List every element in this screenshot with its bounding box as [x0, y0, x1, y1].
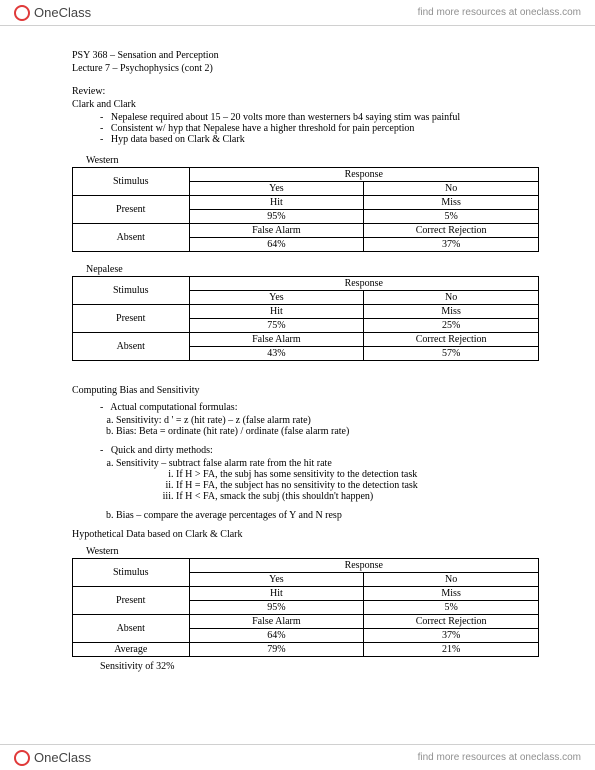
- quick-bias: Bias – compare the average percentages o…: [72, 510, 539, 521]
- cell-stim: Present: [73, 196, 190, 224]
- cell: 37%: [364, 238, 539, 252]
- cell: Correct Rejection: [364, 333, 539, 347]
- brand-logo: OneClass: [14, 5, 91, 21]
- cell: False Alarm: [189, 333, 364, 347]
- cell-stim: Absent: [73, 333, 190, 361]
- cell-stim: Average: [73, 643, 190, 657]
- review-bullets: Nepalese required about 15 – 20 volts mo…: [72, 112, 539, 145]
- th-response: Response: [189, 277, 539, 291]
- computing-heading: Computing Bias and Sensitivity: [72, 385, 539, 396]
- cell: Hit: [189, 587, 364, 601]
- table-label-western2: Western: [86, 546, 539, 557]
- cell-stim: Absent: [73, 224, 190, 252]
- cell-stim: Present: [73, 587, 190, 615]
- lecture-title: Lecture 7 – Psychophysics (cont 2): [72, 63, 539, 74]
- list-item: If H > FA, the subj has some sensitivity…: [176, 469, 539, 480]
- th-stimulus: Stimulus: [73, 277, 190, 305]
- brand-name: OneClass: [34, 5, 91, 20]
- cell: Correct Rejection: [364, 224, 539, 238]
- list-item: Sensitivity – subtract false alarm rate …: [116, 458, 539, 502]
- list-item: Sensitivity: d ' = z (hit rate) – z (fal…: [116, 415, 539, 426]
- brand-name-footer: OneClass: [34, 750, 91, 765]
- cell: 79%: [189, 643, 364, 657]
- footer-tagline: find more resources at oneclass.com: [418, 752, 581, 763]
- list-item: Actual computational formulas:: [100, 402, 539, 413]
- course-title: PSY 368 – Sensation and Perception: [72, 50, 539, 61]
- cell: Hit: [189, 305, 364, 319]
- th-stimulus: Stimulus: [73, 559, 190, 587]
- review-heading: Review:: [72, 86, 539, 97]
- cell: Miss: [364, 587, 539, 601]
- cell: 75%: [189, 319, 364, 333]
- list-item: Bias – compare the average percentages o…: [116, 510, 539, 521]
- th-stimulus: Stimulus: [73, 168, 190, 196]
- quick-sensitivity: Sensitivity – subtract false alarm rate …: [72, 458, 539, 502]
- quick-methods-block: Quick and dirty methods:: [72, 445, 539, 456]
- th-no: No: [364, 573, 539, 587]
- cell-stim: Absent: [73, 615, 190, 643]
- logo-circle-icon: [14, 5, 30, 21]
- list-item: If H = FA, the subject has no sensitivit…: [176, 480, 539, 491]
- table-label-western: Western: [86, 155, 539, 166]
- list-item: If H < FA, smack the subj (this shouldn'…: [176, 491, 539, 502]
- th-response: Response: [189, 168, 539, 182]
- cell-stim: Present: [73, 305, 190, 333]
- cell: False Alarm: [189, 615, 364, 629]
- th-yes: Yes: [189, 182, 364, 196]
- list-item: Hyp data based on Clark & Clark: [100, 134, 539, 145]
- western2-table: Stimulus Response Yes No Present Hit Mis…: [72, 558, 539, 657]
- cell: 95%: [189, 210, 364, 224]
- footer-bar: OneClass find more resources at oneclass…: [0, 744, 595, 770]
- formula-list: Sensitivity: d ' = z (hit rate) – z (fal…: [72, 415, 539, 437]
- nepalese-table: Stimulus Response Yes No Present Hit Mis…: [72, 276, 539, 361]
- th-no: No: [364, 291, 539, 305]
- cell: 43%: [189, 347, 364, 361]
- list-item: Consistent w/ hyp that Nepalese have a h…: [100, 123, 539, 134]
- cell: Miss: [364, 305, 539, 319]
- cell: Hit: [189, 196, 364, 210]
- cell: 64%: [189, 629, 364, 643]
- cell: 25%: [364, 319, 539, 333]
- cell: 57%: [364, 347, 539, 361]
- clark-heading: Clark and Clark: [72, 99, 539, 110]
- th-yes: Yes: [189, 573, 364, 587]
- header-tagline: find more resources at oneclass.com: [418, 7, 581, 18]
- list-item: Quick and dirty methods:: [100, 445, 539, 456]
- cell: 5%: [364, 210, 539, 224]
- table-label-nepalese: Nepalese: [86, 264, 539, 275]
- cell: 5%: [364, 601, 539, 615]
- list-item: Nepalese required about 15 – 20 volts mo…: [100, 112, 539, 123]
- sensitivity-sublist: If H > FA, the subj has some sensitivity…: [116, 469, 539, 502]
- cell: Miss: [364, 196, 539, 210]
- header-bar: OneClass find more resources at oneclass…: [0, 0, 595, 26]
- cell: Correct Rejection: [364, 615, 539, 629]
- cell: 64%: [189, 238, 364, 252]
- cell: 37%: [364, 629, 539, 643]
- cell: False Alarm: [189, 224, 364, 238]
- cell: 21%: [364, 643, 539, 657]
- th-yes: Yes: [189, 291, 364, 305]
- hypothetical-heading: Hypothetical Data based on Clark & Clark: [72, 529, 539, 540]
- cell: 95%: [189, 601, 364, 615]
- western-table: Stimulus Response Yes No Present Hit Mis…: [72, 167, 539, 252]
- brand-logo-footer: OneClass: [14, 750, 91, 766]
- list-item: Bias: Beta = ordinate (hit rate) / ordin…: [116, 426, 539, 437]
- logo-circle-icon: [14, 750, 30, 766]
- th-no: No: [364, 182, 539, 196]
- sensitivity-note: Sensitivity of 32%: [100, 661, 539, 672]
- document-body: PSY 368 – Sensation and Perception Lectu…: [72, 50, 539, 682]
- th-response: Response: [189, 559, 539, 573]
- actual-formula-block: Actual computational formulas:: [72, 402, 539, 413]
